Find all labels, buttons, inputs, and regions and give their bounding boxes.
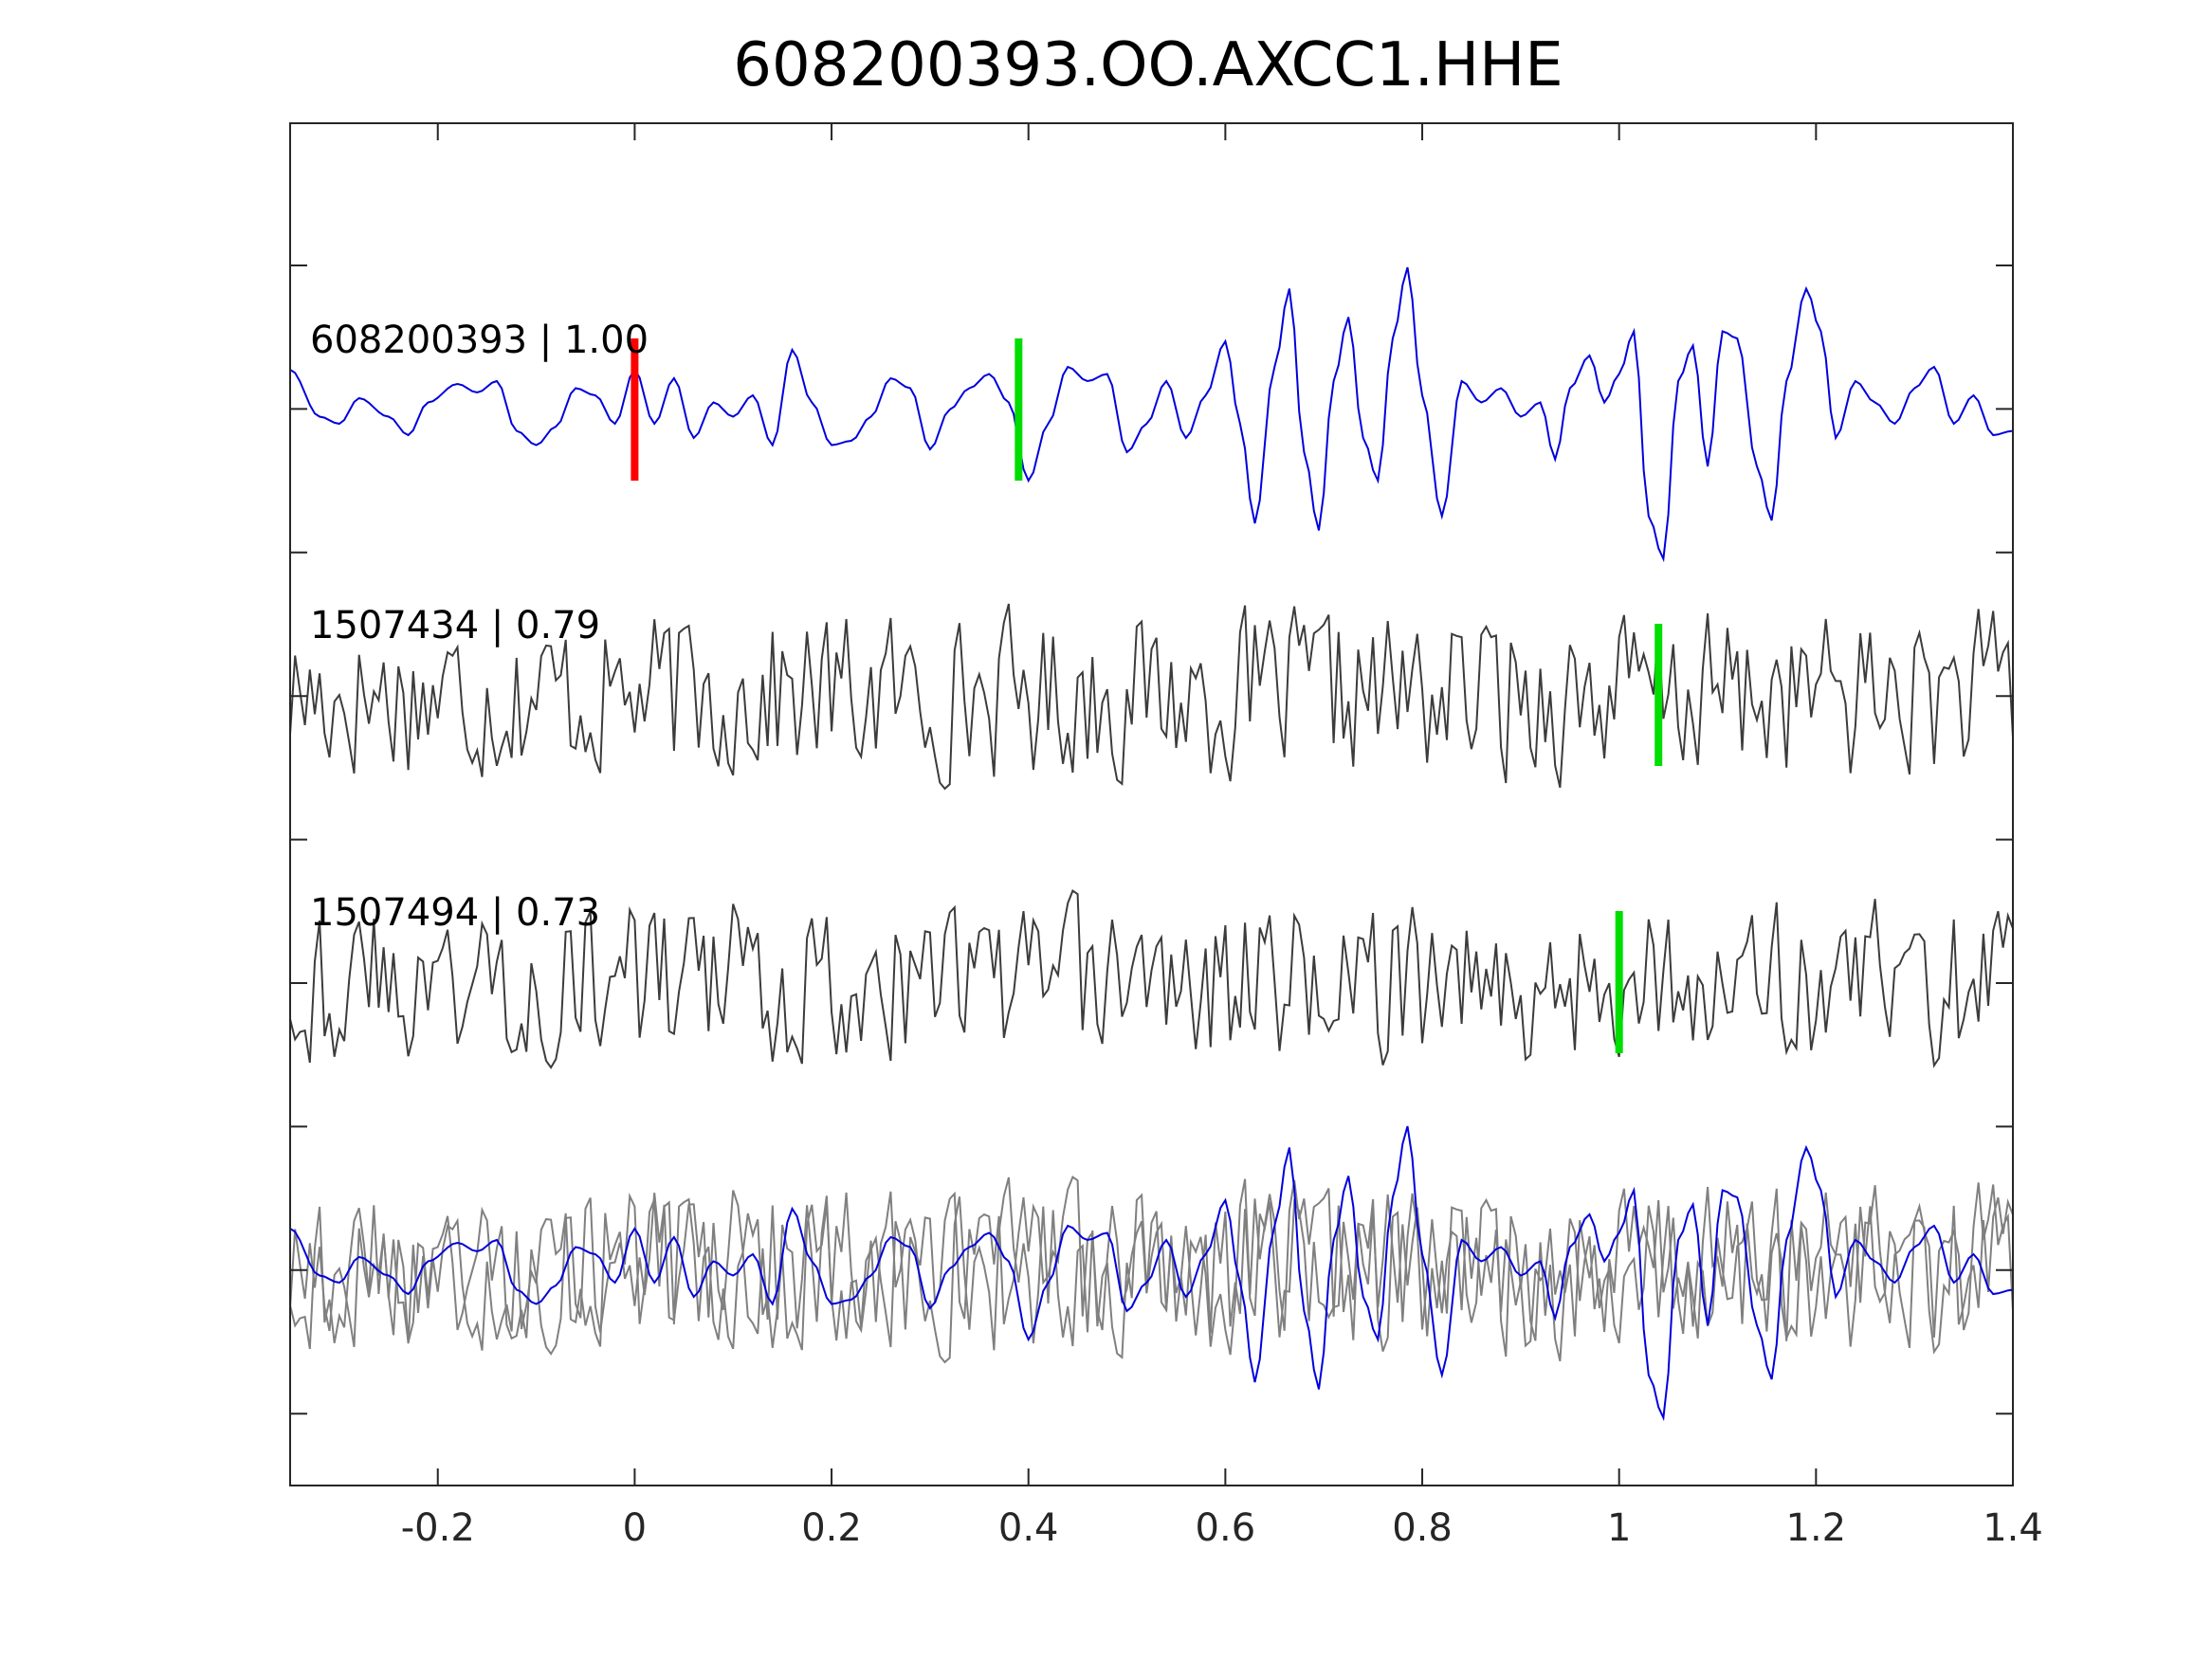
trace-label-1: 1507434 | 0.79 bbox=[310, 604, 600, 647]
axis-ticks: -0.2 0 0.2 0.4 0.6 0.8 1 1.2 1.4 bbox=[290, 123, 2043, 1550]
x-tick-label: 1.4 bbox=[1983, 1506, 2043, 1550]
x-tick-label: 0 bbox=[623, 1506, 647, 1550]
plot-axes bbox=[289, 122, 2014, 1486]
plot-frame bbox=[289, 122, 2014, 1486]
trace-2 bbox=[289, 889, 2014, 1069]
trace-1 bbox=[289, 603, 2014, 791]
trace-labels: 608200393 | 1.00 1507434 | 0.79 1507494 | … bbox=[310, 319, 649, 935]
phase-picks bbox=[631, 338, 1663, 1053]
x-tick-label: -0.2 bbox=[401, 1506, 475, 1550]
trace-0 bbox=[289, 266, 2014, 563]
traces-layer bbox=[289, 266, 2014, 1422]
x-tick-label: 0.2 bbox=[801, 1506, 862, 1550]
overlay-trace-2 bbox=[289, 1176, 2014, 1356]
x-tick-label: 0.4 bbox=[998, 1506, 1059, 1550]
x-tick-label: 1 bbox=[1607, 1506, 1631, 1550]
x-tick-label: 1.2 bbox=[1786, 1506, 1847, 1550]
x-tick-label: 0.8 bbox=[1392, 1506, 1453, 1550]
chart-title: 608200393.OO.AXCC1.HHE bbox=[733, 30, 1563, 100]
trace-label-0: 608200393 | 1.00 bbox=[310, 319, 649, 362]
trace-label-2: 1507494 | 0.73 bbox=[310, 891, 600, 935]
overlay-trace-1 bbox=[289, 1176, 2014, 1364]
x-tick-label: 0.6 bbox=[1196, 1506, 1256, 1550]
overlay-trace-0 bbox=[289, 1125, 2014, 1422]
